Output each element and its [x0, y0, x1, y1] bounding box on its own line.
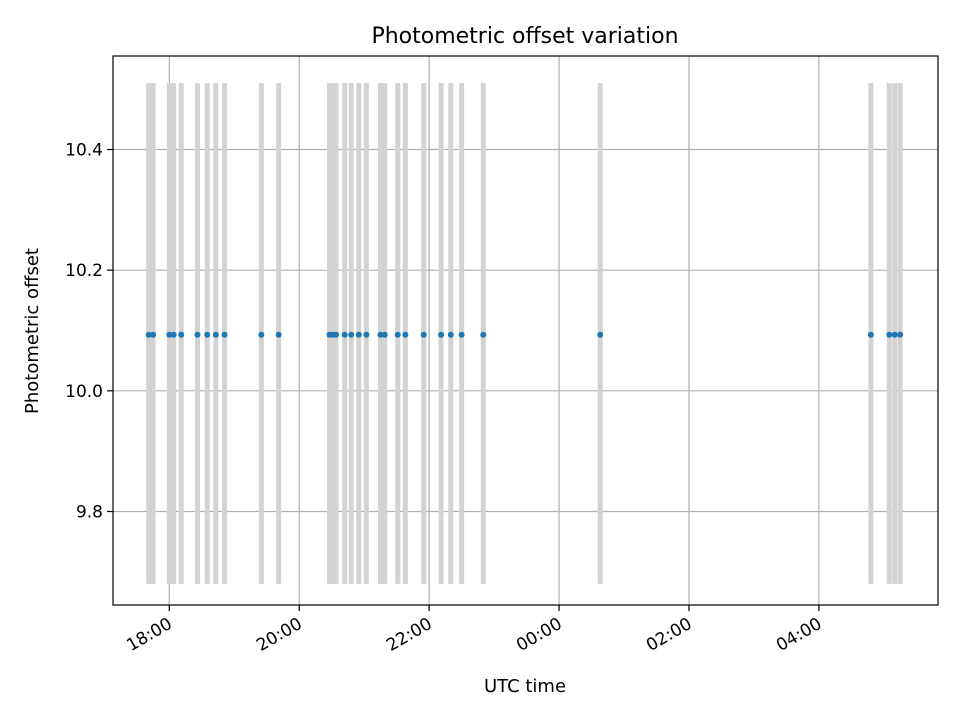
x-tick-label: 04:00 [773, 614, 825, 656]
data-point [145, 331, 152, 338]
data-point [377, 331, 384, 338]
data-points [145, 331, 904, 338]
data-point [178, 331, 185, 338]
data-point [221, 331, 228, 338]
y-tick-label: 10.0 [65, 382, 103, 402]
data-point [897, 331, 904, 338]
grid-lines [113, 56, 938, 605]
data-point [867, 331, 874, 338]
y-tick-label: 9.8 [76, 502, 103, 522]
x-tick-label: 00:00 [513, 614, 565, 656]
chart-title: Photometric offset variation [371, 24, 678, 49]
data-point [355, 331, 362, 338]
data-point [275, 331, 282, 338]
data-point [394, 331, 401, 338]
data-point [258, 331, 265, 338]
x-tick-label: 20:00 [253, 614, 305, 656]
data-point [204, 331, 211, 338]
data-point [363, 331, 370, 338]
data-point [597, 331, 604, 338]
data-point [194, 331, 201, 338]
data-point [402, 331, 409, 338]
data-point [886, 331, 893, 338]
data-point [480, 331, 487, 338]
data-point [438, 331, 445, 338]
data-point [150, 331, 157, 338]
data-point [348, 331, 355, 338]
y-axis-label: Photometric offset [22, 248, 43, 414]
y-tick-label: 10.2 [65, 261, 103, 281]
x-tick-label: 22:00 [383, 614, 435, 656]
x-tick-label: 18:00 [123, 614, 175, 656]
data-point [891, 331, 898, 338]
data-point [458, 331, 465, 338]
data-point [166, 331, 173, 338]
data-point [333, 331, 340, 338]
data-point [381, 331, 388, 338]
data-point [170, 331, 177, 338]
data-point [341, 331, 348, 338]
x-axis-label: UTC time [484, 676, 566, 697]
data-point [420, 331, 427, 338]
data-point [447, 331, 454, 338]
plot-frame [112, 55, 939, 606]
x-tick-label: 02:00 [643, 614, 695, 656]
data-point [212, 331, 219, 338]
y-tick-label: 10.4 [65, 141, 103, 161]
